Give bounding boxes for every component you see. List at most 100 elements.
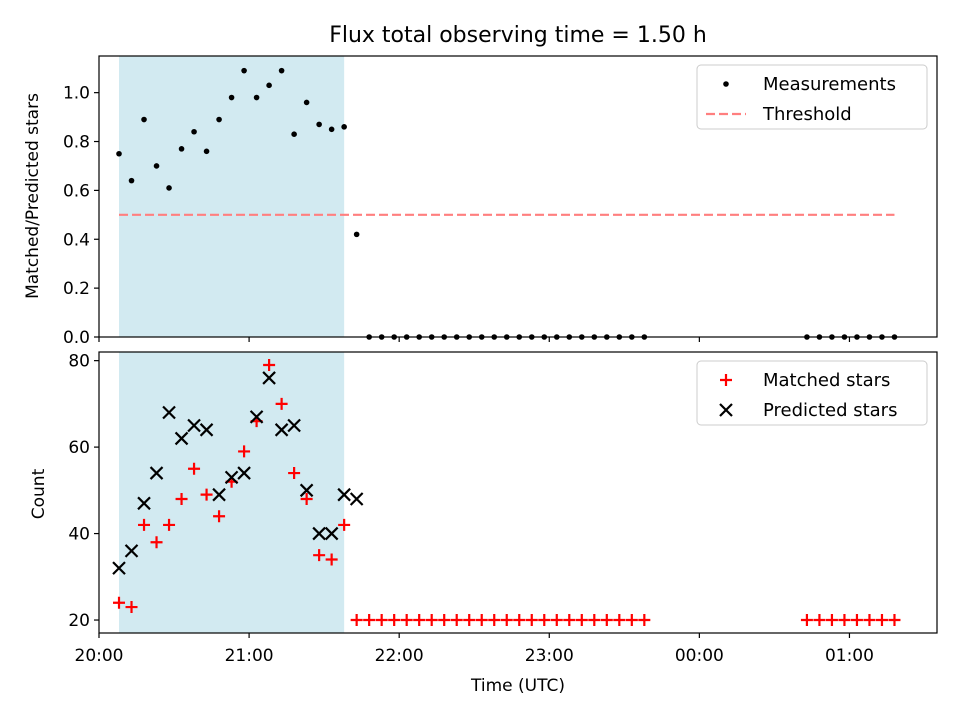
matched-star-point xyxy=(425,614,438,627)
matched-star-point xyxy=(163,518,176,531)
measurement-point xyxy=(253,94,260,101)
top-panel: 0.0 0.2 0.4 0.6 0.8 1.0 Measurements Threshold xyxy=(63,55,938,348)
x-axis-label: Time (UTC) xyxy=(470,676,565,696)
predicted-star-point xyxy=(149,466,164,480)
matched-star-point xyxy=(463,614,476,627)
predicted-star-point xyxy=(112,561,126,575)
matched-star-point xyxy=(338,518,351,531)
y-tick-label: 0.2 xyxy=(63,279,90,299)
predicted-star-point xyxy=(299,483,314,498)
y-tick-label: 0.8 xyxy=(63,133,90,153)
matched-star-point xyxy=(350,614,363,627)
predicted-star-point xyxy=(199,423,214,437)
matched-star-point xyxy=(413,614,426,627)
matched-star-point xyxy=(613,614,626,627)
matched-star-point xyxy=(388,614,401,627)
measurement-point xyxy=(291,131,297,137)
matched-star-point xyxy=(288,467,301,480)
x-tick-label: 22:00 xyxy=(375,646,424,666)
matched-star-point xyxy=(375,614,388,627)
measurement-point xyxy=(116,150,122,157)
measurement-point xyxy=(341,124,347,130)
matched-star-point xyxy=(800,614,813,627)
matched-star-point xyxy=(550,614,563,627)
measurement-point xyxy=(328,126,335,133)
predicted-star-point xyxy=(187,418,201,433)
matched-star-point xyxy=(238,445,251,458)
predicted-star-point xyxy=(224,470,239,485)
x-tick-label: 21:00 xyxy=(225,646,274,666)
matched-star-point xyxy=(450,614,463,627)
x-tick-label: 23:00 xyxy=(525,646,574,666)
matched-star-point xyxy=(400,614,413,627)
measurement-point xyxy=(278,67,285,74)
legend: Measurements Threshold xyxy=(696,64,928,130)
measurement-point xyxy=(353,231,360,238)
measurement-point xyxy=(203,148,210,155)
predicted-star-point xyxy=(274,423,289,437)
legend-label: Threshold xyxy=(762,104,852,125)
series-measurements xyxy=(116,67,898,340)
x-tick-label: 00:00 xyxy=(675,646,724,666)
measurement-point xyxy=(316,121,322,128)
series-predicted-stars xyxy=(112,371,364,575)
matched-star-point xyxy=(188,462,201,475)
matched-star-point xyxy=(813,614,826,627)
measurement-point xyxy=(266,82,272,89)
predicted-star-point xyxy=(312,526,326,541)
legend-marker xyxy=(719,403,733,417)
plot-area xyxy=(112,358,901,627)
matched-star-point xyxy=(313,549,326,562)
predicted-star-point xyxy=(262,371,276,385)
matched-star-point xyxy=(138,518,151,531)
legend-box xyxy=(696,360,928,426)
matched-star-point xyxy=(575,614,588,627)
predicted-star-point xyxy=(287,418,301,433)
matched-star-point xyxy=(538,614,551,627)
predicted-star-point xyxy=(237,466,251,480)
predicted-star-point xyxy=(124,544,139,558)
matched-star-point xyxy=(875,614,888,627)
matched-star-point xyxy=(200,488,213,501)
bottom-panel: 20 40 60 80 20:00 21:00 22:00 23:00 00:00 01:00 Ma… xyxy=(68,351,938,666)
axes-frame xyxy=(98,55,938,338)
measurement-point xyxy=(141,116,147,123)
matched-star-point xyxy=(438,614,451,627)
matched-star-point xyxy=(500,614,513,627)
matched-star-point xyxy=(125,601,138,614)
matched-star-point xyxy=(113,596,126,609)
matched-star-point xyxy=(625,614,638,627)
matched-star-point xyxy=(525,614,538,627)
measurement-point xyxy=(228,94,235,101)
matched-star-point xyxy=(888,614,901,627)
legend-label: Matched stars xyxy=(763,370,890,391)
y-tick-label: 40 xyxy=(68,525,90,545)
predicted-star-point xyxy=(337,487,351,502)
predicted-star-point xyxy=(174,431,189,446)
predicted-star-point xyxy=(349,492,364,506)
legend-marker xyxy=(723,81,729,87)
y-tick-label: 20 xyxy=(68,611,90,631)
legend-label: Predicted stars xyxy=(763,400,897,421)
matched-star-point xyxy=(600,614,613,627)
y-tick-label: 80 xyxy=(68,352,90,372)
x-tick-label: 01:00 xyxy=(825,646,874,666)
predicted-star-point xyxy=(324,526,339,541)
chart-title: Flux total observing time = 1.50 h xyxy=(329,23,707,48)
x-tick-label: 20:00 xyxy=(75,646,124,666)
measurement-point xyxy=(241,67,247,74)
matched-star-point xyxy=(275,397,288,410)
predicted-star-point xyxy=(162,405,176,420)
axes-frame xyxy=(98,351,938,634)
matched-star-point xyxy=(325,553,338,566)
bottom-y-axis-label: Count xyxy=(29,468,49,519)
predicted-star-point xyxy=(249,410,264,424)
measurement-point xyxy=(191,128,197,135)
legend-marker xyxy=(720,374,732,386)
matched-star-point xyxy=(175,492,188,505)
measurement-point xyxy=(153,163,160,169)
plot-area xyxy=(116,67,898,340)
y-tick-label: 0.6 xyxy=(63,181,90,201)
top-y-axis-label: Matched/Predicted stars xyxy=(23,93,43,299)
